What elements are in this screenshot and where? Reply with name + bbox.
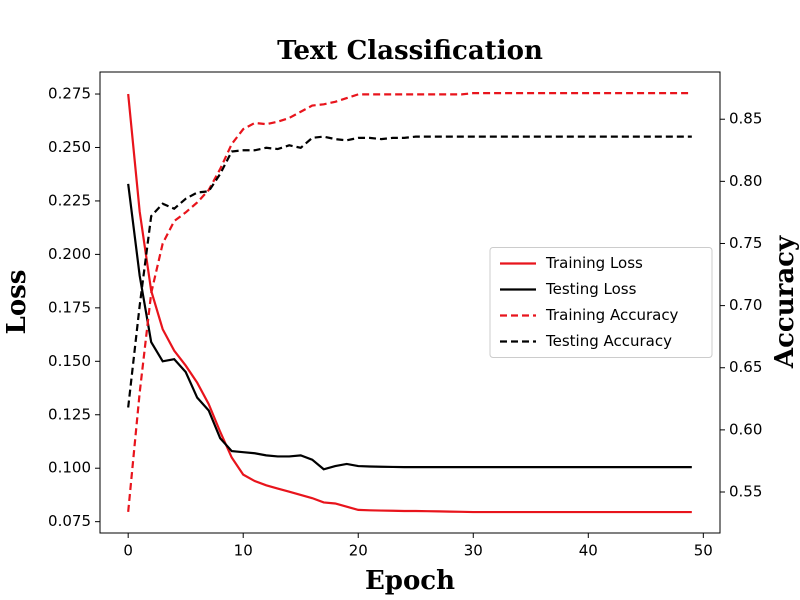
- y2-tick-label: 0.75: [729, 234, 762, 252]
- y-tick-label: 0.275: [48, 85, 91, 103]
- x-axis-label: Epoch: [365, 566, 455, 596]
- plot-frame: [99, 71, 721, 534]
- y2-axis-label: Accuracy: [770, 235, 800, 369]
- y-tick-label: 0.100: [48, 459, 91, 477]
- x-tick-label: 20: [349, 542, 368, 560]
- series-line: [127, 93, 692, 514]
- y2-tick-label: 0.80: [729, 172, 762, 190]
- y-tick-label: 0.125: [48, 405, 91, 423]
- y-axis-label: Loss: [2, 270, 32, 335]
- chart-title: Text Classification: [277, 36, 543, 66]
- y-tick-label: 0.175: [48, 298, 91, 316]
- y2-tick-label: 0.65: [729, 358, 762, 376]
- series-line: [127, 183, 692, 471]
- x-tick-label: 10: [234, 542, 253, 560]
- x-tick-label: 30: [464, 542, 483, 560]
- series-line: [127, 135, 692, 408]
- y-tick-label: 0.150: [48, 352, 91, 370]
- y-tick-label: 0.075: [48, 512, 91, 530]
- legend-label: Testing Accuracy: [545, 332, 672, 350]
- legend-label: Training Accuracy: [545, 306, 679, 324]
- y2-tick-label: 0.55: [729, 482, 762, 500]
- y-tick-label: 0.225: [48, 191, 91, 209]
- legend-label: Testing Loss: [545, 280, 637, 298]
- y2-tick-label: 0.60: [729, 420, 762, 438]
- series-line: [127, 92, 692, 512]
- y-tick-label: 0.200: [48, 245, 91, 263]
- legend-box: [489, 247, 713, 358]
- y-tick-label: 0.250: [48, 138, 91, 156]
- x-tick-label: 0: [123, 542, 133, 560]
- y2-tick-label: 0.70: [729, 296, 762, 314]
- x-tick-label: 40: [579, 542, 598, 560]
- y2-tick-label: 0.85: [729, 110, 762, 128]
- x-tick-label: 50: [694, 542, 713, 560]
- legend-label: Training Loss: [545, 254, 643, 272]
